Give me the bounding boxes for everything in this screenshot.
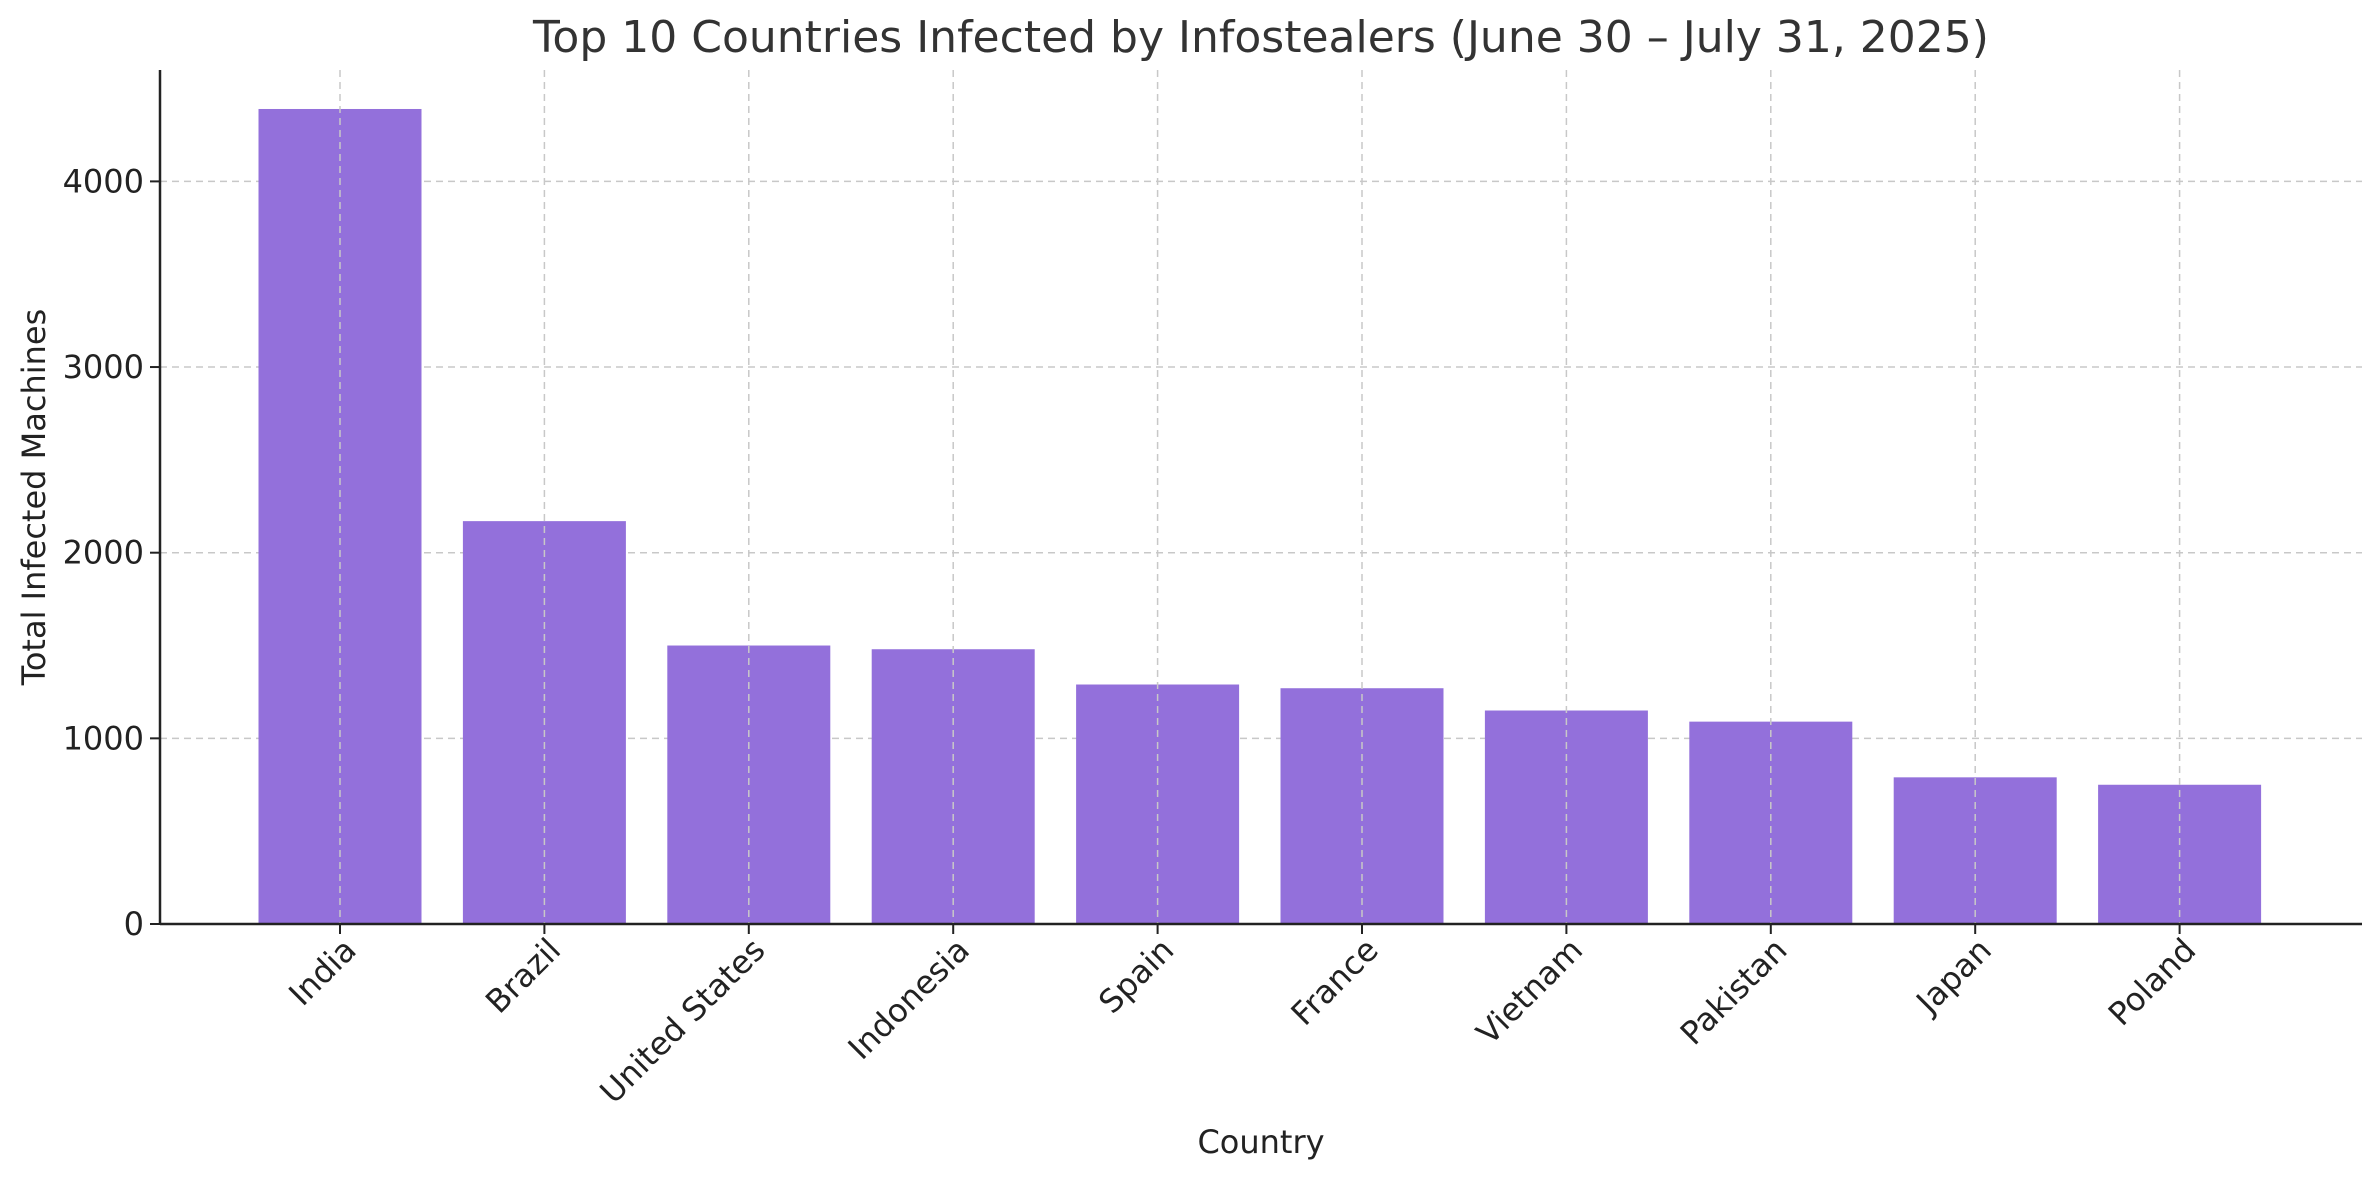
axes-layer [158,70,2362,926]
x-tick-label: Vietnam [1469,931,1590,1052]
x-tick-label: Brazil [478,931,568,1021]
x-tick-label: Indonesia [841,931,977,1067]
x-tick-label: Pakistan [1673,931,1795,1053]
y-tick-label: 4000 [63,162,144,200]
x-tick-label: United States [592,931,772,1111]
y-tick-label: 3000 [63,348,144,386]
bar-indonesia [871,649,1035,924]
y-tick-label: 1000 [63,719,144,757]
bar-pakistan [1689,721,1853,924]
x-tick-label: Spain [1091,931,1181,1021]
x-axis-label: Country [1197,1123,1324,1161]
x-ticks-layer: India Brazil United States Indonesia Spain Fr… [281,924,2203,1111]
x-tick-label: France [1284,931,1386,1033]
bars-layer [258,70,2262,925]
chart-title: Top 10 Countries Infected by Infostealer… [532,12,1989,63]
y-ticks-layer: 0 1000 2000 3000 4000 [63,162,160,943]
x-tick-label: Japan [1907,931,1998,1022]
y-tick-label: 0 [124,905,144,943]
y-axis-label: Total Infected Machines [15,309,53,687]
x-tick-label: India [281,931,363,1013]
x-tick-label: Poland [2101,931,2203,1033]
y-tick-label: 2000 [63,534,144,572]
